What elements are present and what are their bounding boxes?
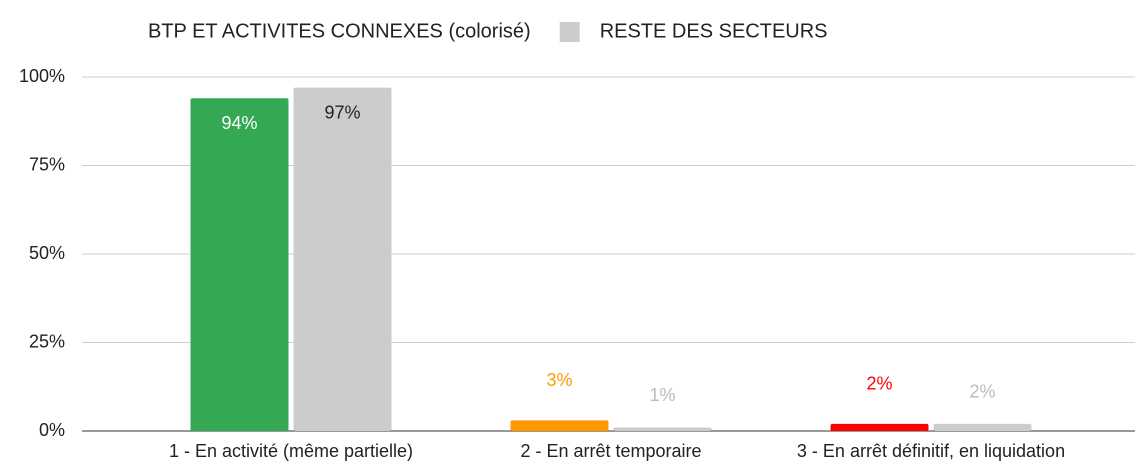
y-tick-label: 0% <box>39 420 65 440</box>
legend-swatch <box>559 22 580 42</box>
y-tick-label: 100% <box>19 66 65 86</box>
legend-label: BTP ET ACTIVITES CONNEXES (colorisé) <box>148 20 531 42</box>
bar <box>293 87 392 432</box>
x-tick-label: 2 - En arrêt temporaire <box>520 441 701 461</box>
data-label: 2% <box>969 382 995 402</box>
bar <box>510 420 609 431</box>
data-label: 2% <box>866 374 892 394</box>
bar <box>190 98 289 432</box>
data-label: 1% <box>649 385 675 405</box>
data-label: 94% <box>221 113 257 133</box>
legend-label: RESTE DES SECTEURS <box>600 20 828 42</box>
y-tick-label: 50% <box>29 243 65 263</box>
bar <box>830 423 929 431</box>
bar <box>613 427 712 431</box>
y-tick-label: 25% <box>29 331 65 351</box>
x-tick-label: 1 - En activité (même partielle) <box>169 441 413 461</box>
bar <box>933 423 1032 431</box>
data-label: 3% <box>546 370 572 390</box>
data-label: 97% <box>324 102 360 122</box>
y-tick-label: 75% <box>29 154 65 174</box>
x-tick-label: 3 - En arrêt définitif, en liquidation <box>797 441 1065 461</box>
